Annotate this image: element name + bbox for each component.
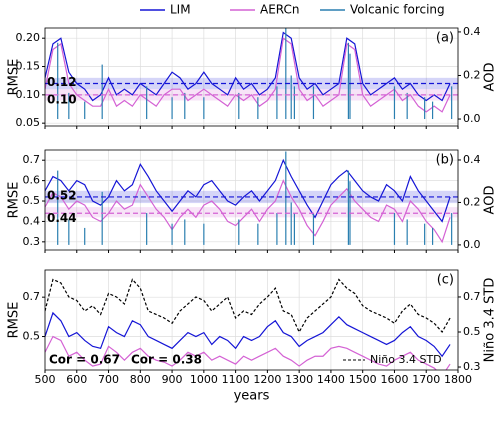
threshold-label: 0.44	[47, 211, 77, 225]
y2-tick-label: 0.2	[463, 68, 481, 81]
y2-tick-label: 0.7	[463, 290, 481, 303]
legend-label: Niño 3.4 STD	[370, 353, 442, 366]
y-axis-label: RMSE	[7, 59, 22, 96]
threshold-label: 0.12	[47, 75, 77, 89]
y-tick-label: 0.7	[23, 290, 41, 303]
y2-tick-label: 0.2	[463, 195, 481, 208]
y-tick-label: 0.10	[16, 88, 41, 101]
threshold-label: 0.10	[47, 92, 77, 106]
threshold-band	[45, 207, 458, 218]
y-tick-label: 0.20	[16, 31, 41, 44]
x-tick-label: 1000	[190, 373, 218, 386]
y-tick-label: 0.3	[23, 235, 41, 248]
x-tick-label: 800	[130, 373, 151, 386]
plot-frame	[44, 269, 459, 371]
y-tick-label: 0.5	[23, 330, 41, 343]
annotation: Cor = 0.38	[131, 353, 202, 367]
x-tick-label: 1700	[412, 373, 440, 386]
series-line	[45, 158, 451, 223]
series-line	[45, 31, 451, 102]
plot-frame	[44, 149, 459, 251]
legend-label: AERCn	[260, 3, 300, 17]
y2-axis-label: Niño 3.4 STD	[483, 278, 498, 363]
x-axis-label: years	[234, 389, 270, 404]
x-tick-label: 1800	[444, 373, 472, 386]
x-tick-label: 1500	[349, 373, 377, 386]
y2-tick-label: 0.5	[463, 325, 481, 338]
x-tick-label: 1400	[317, 373, 345, 386]
y-tick-label: 0.5	[23, 194, 41, 207]
y2-tick-label: 0.0	[463, 238, 481, 251]
legend-label: Volcanic forcing	[350, 3, 445, 17]
y-tick-label: 0.7	[23, 153, 41, 166]
y-tick-label: 0.05	[16, 116, 41, 129]
panel-label: (a)	[436, 31, 454, 46]
y-tick-label: 0.4	[23, 214, 41, 227]
x-tick-label: 700	[98, 373, 119, 386]
x-tick-label: 1600	[380, 373, 408, 386]
x-tick-label: 900	[162, 373, 183, 386]
x-tick-label: 500	[35, 373, 56, 386]
threshold-label: 0.52	[47, 188, 77, 202]
x-tick-label: 600	[66, 373, 87, 386]
y2-tick-label: 0.3	[463, 360, 481, 373]
y2-tick-label: 0.4	[463, 25, 481, 38]
y2-axis-label: AOD	[483, 63, 498, 92]
y2-tick-label: 0.0	[463, 112, 481, 125]
y-tick-label: 0.6	[23, 174, 41, 187]
y2-tick-label: 0.4	[463, 153, 481, 166]
series-line	[45, 311, 451, 358]
series-line	[45, 278, 451, 334]
panel: 0.05 0.10 0.15 0.20 0.0 0.2 0.4 0.12 0.10 (a) RMSE…	[7, 25, 498, 129]
x-tick-label: 1100	[222, 373, 250, 386]
series-line	[45, 335, 451, 370]
y-axis-label: RMSE	[7, 302, 22, 339]
legend-label: LIM	[170, 3, 191, 17]
annotation: Cor = 0.67	[49, 353, 120, 367]
y2-axis-label: AOD	[483, 186, 498, 215]
x-tick-label: 1200	[253, 373, 281, 386]
plot-frame	[44, 27, 459, 127]
panel-label: (b)	[436, 153, 454, 168]
panel: 500 600 700 800 900 1000 1100 1200 1300 1400 1500 1…	[7, 269, 498, 404]
x-tick-label: 1300	[285, 373, 313, 386]
y-tick-label: 0.15	[16, 60, 41, 73]
panel: 0.3 0.4 0.5 0.6 0.7 0.0 0.2 0.4 0.52 0.44 (b) RMSE A…	[7, 149, 498, 253]
series-line	[45, 37, 451, 113]
panel-label: (c)	[437, 273, 454, 288]
y-axis-label: RMSE	[7, 182, 22, 219]
